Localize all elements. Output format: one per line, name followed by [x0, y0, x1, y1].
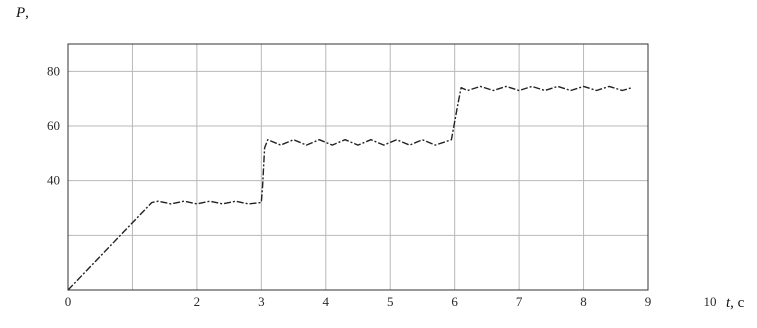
y-axis-symbol: P: [15, 5, 25, 21]
tick-labels: 0 2 3 4 5 6 7 8 9 40 60 80: [47, 63, 651, 309]
y-tick-label: 80: [47, 63, 60, 78]
y-axis-suffix: ,: [25, 5, 29, 21]
x-tick-label-end: 10: [704, 294, 717, 309]
y-axis-label: P,: [15, 5, 29, 21]
x-tick-label: 9: [645, 294, 652, 309]
grid-lines: [68, 44, 648, 290]
x-tick-label: 0: [65, 294, 72, 309]
x-tick-label: 2: [194, 294, 201, 309]
x-tick-label: 6: [451, 294, 458, 309]
x-tick-label: 4: [323, 294, 330, 309]
x-axis-suffix: , c: [730, 295, 745, 311]
x-tick-label: 8: [580, 294, 587, 309]
plot-frame: [67, 43, 649, 291]
x-axis-label: t, c: [726, 295, 745, 311]
series-layer: [67, 85, 633, 291]
x-tick-label: 5: [387, 294, 394, 309]
x-tick-label: 3: [258, 294, 265, 309]
y-tick-label: 60: [47, 118, 60, 133]
y-tick-label: 40: [47, 173, 60, 188]
x-axis-symbol: t: [726, 295, 731, 311]
x-tick-label: 7: [516, 294, 523, 309]
data-series-line: [67, 85, 633, 291]
